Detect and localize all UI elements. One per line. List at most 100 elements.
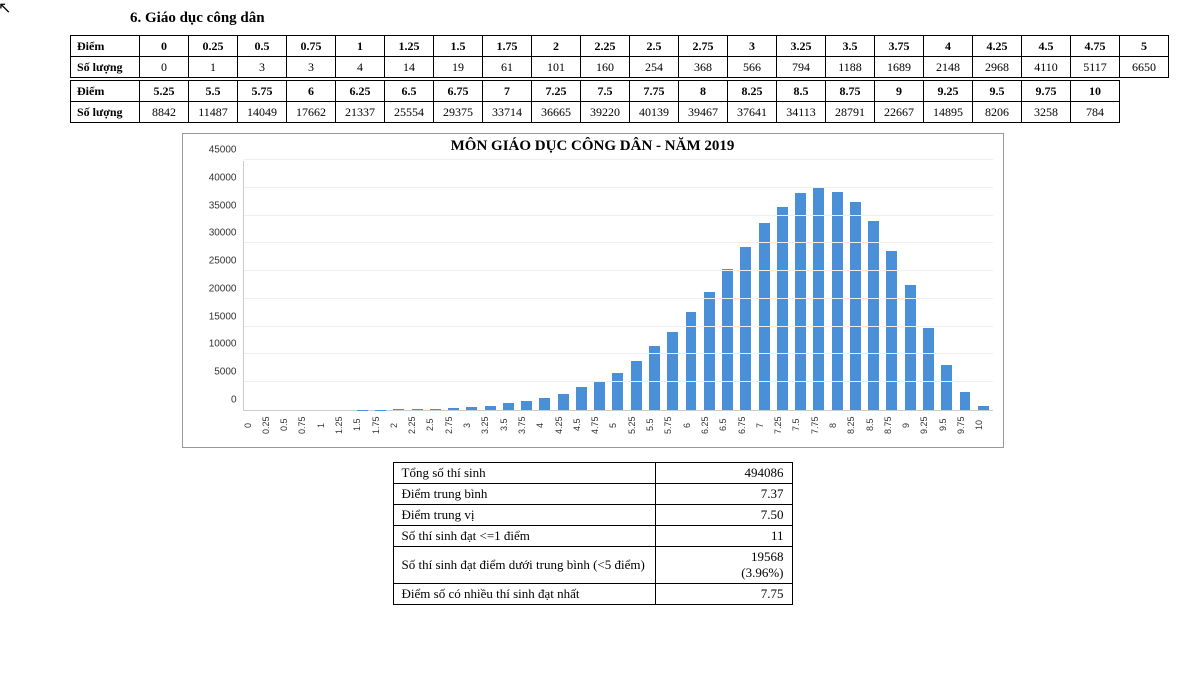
summary-row: Điểm số có nhiều thí sinh đạt nhất7.75 <box>393 584 792 605</box>
bar <box>704 292 715 410</box>
bar <box>412 409 423 410</box>
xaxis-label: 3.25 <box>480 411 498 441</box>
bar <box>521 401 532 410</box>
xaxis-label: 4.5 <box>572 411 590 441</box>
summary-row: Số thí sinh đạt <=1 điểm11 <box>393 526 792 547</box>
xaxis-label: 9.75 <box>956 411 974 441</box>
xaxis-label: 7.75 <box>810 411 828 441</box>
xaxis-label: 0.75 <box>297 411 315 441</box>
xaxis-label: 4.75 <box>590 411 608 441</box>
bar <box>539 398 550 410</box>
bar <box>850 202 861 410</box>
chart-title: MÔN GIÁO DỤC CÔNG DÂN - NĂM 2019 <box>193 138 993 155</box>
bar-slot <box>353 161 371 410</box>
bar <box>905 285 916 410</box>
bar-slot <box>444 161 462 410</box>
bar-slot <box>481 161 499 410</box>
bar-slot <box>408 161 426 410</box>
bar-slot <box>664 161 682 410</box>
bar-slot <box>426 161 444 410</box>
summary-value: 7.75 <box>655 584 792 605</box>
summary-label: Số thí sinh đạt <=1 điểm <box>393 526 655 547</box>
summary-value: 11 <box>655 526 792 547</box>
summary-value: 7.37 <box>655 484 792 505</box>
xaxis-label: 6.5 <box>718 411 736 441</box>
summary-value: 19568 (3.96%) <box>655 547 792 584</box>
bar <box>466 407 477 410</box>
bar-slot <box>773 161 791 410</box>
chart-plot <box>243 161 993 411</box>
score-table-2: Điểm5.255.55.7566.256.56.7577.257.57.758… <box>70 80 1120 123</box>
bar <box>503 403 514 410</box>
bar <box>686 312 697 410</box>
bar-slot <box>280 161 298 410</box>
xaxis-label: 3.5 <box>499 411 517 441</box>
chart-yaxis: 0500010000150002000025000300003500040000… <box>193 161 243 411</box>
summary-row: Điểm trung vị7.50 <box>393 505 792 526</box>
bar-slot <box>262 161 280 410</box>
xaxis-label: 8.5 <box>865 411 883 441</box>
bar-slot <box>828 161 846 410</box>
bar <box>485 406 496 410</box>
bar <box>740 247 751 410</box>
bar-slot <box>572 161 590 410</box>
bar-slot <box>317 161 335 410</box>
bar-slot <box>956 161 974 410</box>
bar-slot <box>244 161 262 410</box>
xaxis-label: 9.5 <box>938 411 956 441</box>
summary-label: Điểm số có nhiều thí sinh đạt nhất <box>393 584 655 605</box>
bar-slot <box>919 161 937 410</box>
xaxis-label: 6.25 <box>700 411 718 441</box>
bar <box>558 394 569 410</box>
xaxis-label: 6 <box>682 411 700 441</box>
xaxis-label: 2.75 <box>444 411 462 441</box>
xaxis-label: 9.25 <box>919 411 937 441</box>
bar-slot <box>499 161 517 410</box>
bar-slot <box>390 161 408 410</box>
bar <box>960 392 971 410</box>
bar-slot <box>700 161 718 410</box>
chart-xaxis: 00.250.50.7511.251.51.7522.252.52.7533.2… <box>243 411 993 441</box>
chart-bars <box>244 161 993 410</box>
xaxis-label: 0.5 <box>279 411 297 441</box>
bar <box>795 193 806 410</box>
bar-slot <box>791 161 809 410</box>
xaxis-label: 5.5 <box>645 411 663 441</box>
bar-slot <box>718 161 736 410</box>
chart-container: MÔN GIÁO DỤC CÔNG DÂN - NĂM 2019 0500010… <box>182 133 1004 448</box>
bar <box>430 409 441 410</box>
bar <box>667 332 678 410</box>
bar-slot <box>865 161 883 410</box>
bar-slot <box>609 161 627 410</box>
summary-label: Điểm trung vị <box>393 505 655 526</box>
summary-row: Tổng số thí sinh494086 <box>393 463 792 484</box>
bar-slot <box>463 161 481 410</box>
xaxis-label: 10 <box>974 411 992 441</box>
bar <box>978 406 989 410</box>
xaxis-label: 3 <box>462 411 480 441</box>
bar-slot <box>554 161 572 410</box>
bar <box>631 361 642 410</box>
xaxis-label: 8.75 <box>883 411 901 441</box>
bar-slot <box>938 161 956 410</box>
bar-slot <box>645 161 663 410</box>
xaxis-label: 0.25 <box>261 411 279 441</box>
xaxis-label: 4.25 <box>554 411 572 441</box>
section-heading: 6. Giáo dục công dân <box>130 10 1175 27</box>
xaxis-label: 6.75 <box>737 411 755 441</box>
bar <box>576 387 587 410</box>
bar <box>941 365 952 410</box>
bar-slot <box>335 161 353 410</box>
chart-area: 0500010000150002000025000300003500040000… <box>193 161 993 411</box>
summary-table: Tổng số thí sinh494086Điểm trung bình7.3… <box>393 462 793 605</box>
summary-label: Tổng số thí sinh <box>393 463 655 484</box>
summary-row: Điểm trung bình7.37 <box>393 484 792 505</box>
summary-value: 494086 <box>655 463 792 484</box>
xaxis-label: 1.75 <box>371 411 389 441</box>
summary-label: Điểm trung bình <box>393 484 655 505</box>
xaxis-label: 2.5 <box>425 411 443 441</box>
xaxis-label: 5 <box>608 411 626 441</box>
xaxis-label: 2.25 <box>407 411 425 441</box>
bar <box>612 373 623 410</box>
summary-label: Số thí sinh đạt điểm dưới trung bình (<5… <box>393 547 655 584</box>
